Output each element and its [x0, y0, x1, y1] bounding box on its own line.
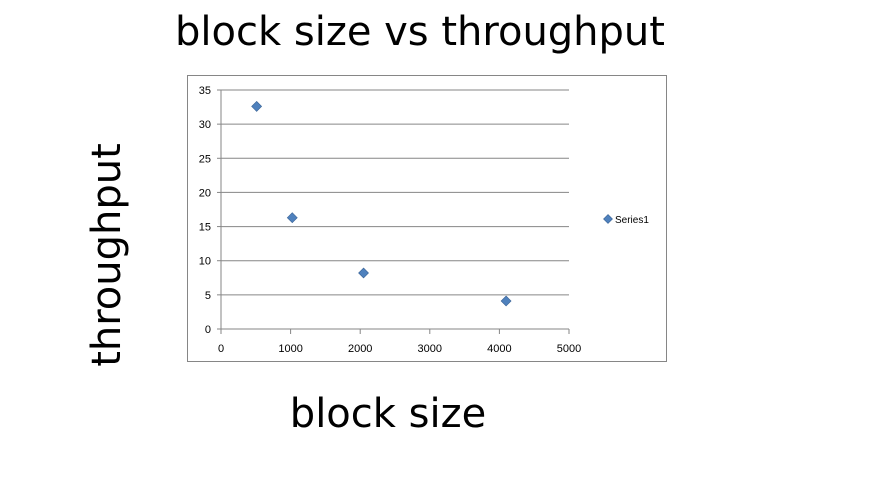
x-axis-title: block size: [289, 391, 487, 437]
y-tick-label: 30: [199, 119, 211, 131]
y-tick-label: 25: [199, 153, 211, 165]
y-tick-label: 0: [205, 324, 211, 336]
x-tick-label: 4000: [487, 343, 511, 355]
y-tick-label: 20: [199, 187, 211, 199]
data-point: [358, 267, 369, 279]
x-tick-label: 1000: [278, 343, 302, 355]
data-point: [251, 100, 263, 112]
legend-label: Series1: [615, 215, 649, 226]
data-point: [500, 295, 512, 307]
x-tick-label: 0: [218, 343, 224, 355]
chart-area: [187, 75, 667, 362]
y-tick-label: 35: [199, 85, 211, 97]
legend-marker: [603, 214, 613, 224]
y-tick-label: 10: [199, 256, 211, 268]
data-point: [286, 212, 298, 224]
x-tick-label: 5000: [557, 343, 581, 355]
x-tick-label: 2000: [348, 343, 372, 355]
x-tick-label: 3000: [418, 343, 442, 355]
y-tick-label: 15: [199, 222, 211, 234]
chart-title: block size vs throughput: [175, 9, 665, 55]
y-tick-label: 5: [205, 290, 211, 302]
